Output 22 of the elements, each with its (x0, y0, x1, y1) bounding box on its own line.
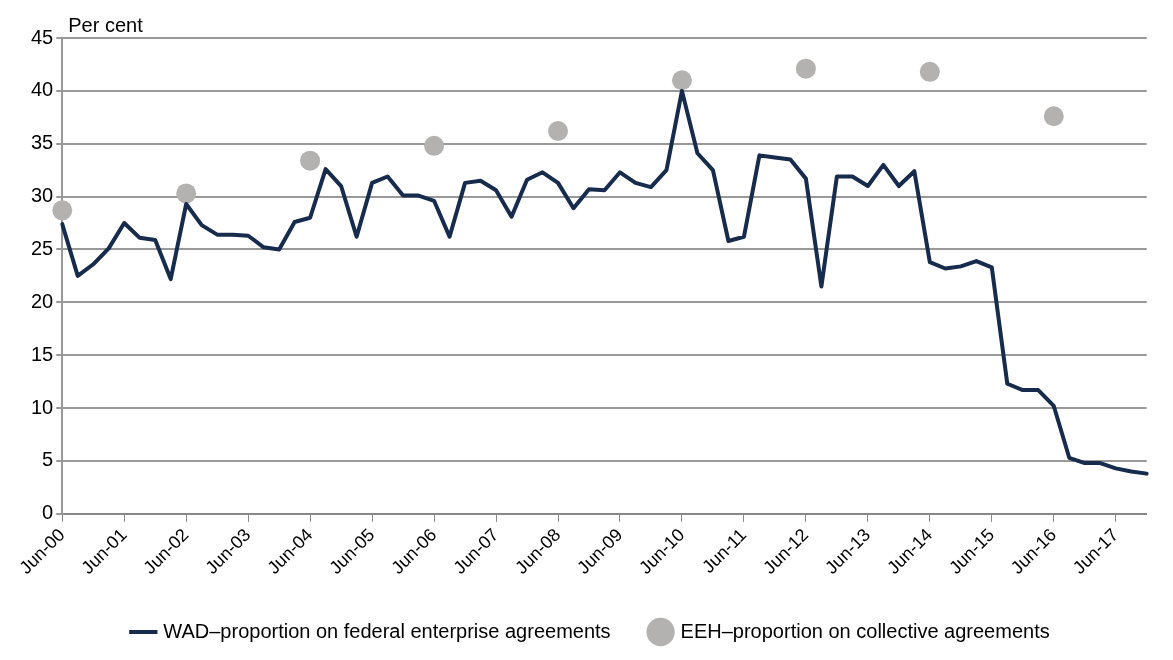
point (424, 135, 445, 156)
point (52, 200, 73, 221)
point (548, 121, 569, 142)
y-tick-label: 10 (31, 395, 54, 418)
y-tick-label: 40 (31, 78, 54, 101)
point (795, 58, 816, 79)
legend-label: EEH–proportion on collective agreements (680, 619, 1050, 642)
y-tick-label: 25 (31, 236, 54, 259)
y-tick-label: 35 (31, 131, 54, 154)
y-tick-label: 20 (31, 289, 54, 312)
y-tick-label: 45 (31, 25, 54, 48)
point (671, 70, 692, 91)
point (176, 183, 197, 204)
point (1043, 106, 1064, 127)
y-tick-label: 30 (31, 184, 54, 207)
y-tick-label: 0 (42, 501, 54, 524)
y-tick-label: 5 (42, 448, 54, 471)
legend-label: WAD–proportion on federal enterprise agreements (163, 619, 611, 642)
y-axis-title: Per cent (68, 13, 144, 36)
point (300, 150, 321, 171)
y-tick-label: 15 (31, 342, 54, 365)
point (919, 61, 940, 82)
